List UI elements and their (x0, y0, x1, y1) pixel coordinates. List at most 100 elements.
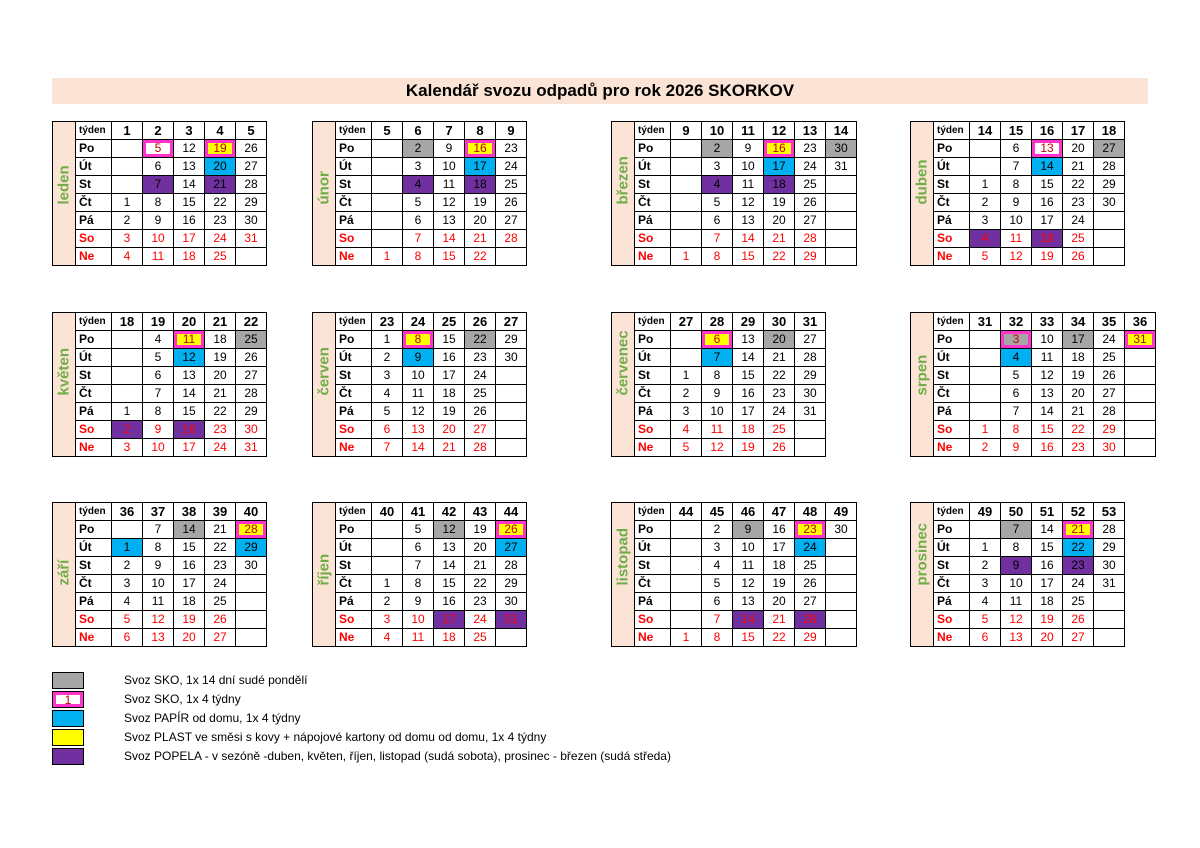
week-number: 52 (1062, 502, 1094, 521)
day-cell: 11 (402, 628, 434, 647)
day-cell (825, 229, 857, 248)
day-cell: 29 (794, 628, 826, 647)
day-cell: 18 (1031, 229, 1063, 248)
day-cell: 14 (1031, 402, 1063, 421)
day-cell: 19 (1031, 610, 1063, 629)
day-cell: 26 (1062, 610, 1094, 629)
day-cell: 14 (732, 348, 764, 367)
day-cell: 25 (235, 330, 267, 349)
month-table: červen týden 23 24 25 26 27 Po 1 8 15 22 29 Út 2 9 16 23 3… (312, 312, 527, 457)
day-cell: 24 (1093, 330, 1125, 349)
month-name: duben (910, 121, 934, 266)
day-cell: 4 (670, 420, 702, 439)
day-cell (825, 211, 857, 230)
day-cell (371, 538, 403, 557)
legend-swatch (52, 710, 84, 727)
week-number: 29 (732, 312, 764, 331)
day-cell: 13 (433, 211, 465, 230)
day-label: týden (933, 121, 970, 140)
day-cell: 6 (402, 211, 434, 230)
day-cell: 11 (732, 556, 764, 575)
day-label: týden (933, 312, 970, 331)
day-label: So (933, 610, 970, 629)
day-cell: 13 (173, 157, 205, 176)
day-cell: 21 (464, 229, 496, 248)
month-name-text: únor (315, 171, 333, 205)
day-cell: 3 (1000, 330, 1032, 349)
week-number: 5 (371, 121, 403, 140)
day-cell: 26 (794, 193, 826, 212)
month-name: srpen (910, 312, 934, 457)
day-cell: 14 (402, 438, 434, 457)
day-cell: 25 (763, 420, 795, 439)
day-cell: 13 (732, 592, 764, 611)
day-label: Pá (634, 211, 671, 230)
day-cell: 7 (701, 229, 733, 248)
day-cell: 14 (1031, 520, 1063, 539)
day-cell: 16 (433, 348, 465, 367)
day-cell: 1 (111, 538, 143, 557)
day-cell: 28 (794, 229, 826, 248)
month-name: leden (52, 121, 76, 266)
day-cell: 24 (204, 438, 236, 457)
day-cell: 9 (1000, 438, 1032, 457)
day-label: Čt (335, 574, 372, 593)
week-number: 18 (1093, 121, 1125, 140)
day-label: Ne (634, 438, 671, 457)
day-cell: 2 (670, 384, 702, 403)
day-label: Út (335, 348, 372, 367)
day-cell: 23 (464, 592, 496, 611)
week-number: 49 (969, 502, 1001, 521)
day-cell (495, 438, 527, 457)
day-cell: 15 (173, 402, 205, 421)
day-cell: 21 (433, 438, 465, 457)
day-cell: 17 (732, 402, 764, 421)
day-cell: 22 (204, 402, 236, 421)
day-cell: 7 (142, 384, 174, 403)
day-cell: 27 (794, 592, 826, 611)
day-cell: 22 (1062, 420, 1094, 439)
day-cell: 10 (142, 574, 174, 593)
day-cell: 20 (763, 330, 795, 349)
day-cell: 30 (235, 211, 267, 230)
day-cell: 12 (402, 402, 434, 421)
day-cell: 1 (111, 193, 143, 212)
week-number: 5 (235, 121, 267, 140)
day-cell: 26 (1062, 247, 1094, 266)
legend-text: Svoz PAPÍR od domu, 1x 4 týdny (124, 711, 301, 725)
day-cell (111, 157, 143, 176)
day-cell: 10 (433, 157, 465, 176)
day-label: Út (933, 348, 970, 367)
day-cell: 22 (464, 247, 496, 266)
day-label: St (933, 175, 970, 194)
day-label: So (634, 610, 671, 629)
day-label: Po (335, 139, 372, 158)
week-number: 45 (701, 502, 733, 521)
week-number: 32 (1000, 312, 1032, 331)
day-cell: 28 (1093, 157, 1125, 176)
legend-text: Svoz POPELA - v sezóně -duben, květen, ř… (124, 749, 671, 763)
day-cell (969, 348, 1001, 367)
day-cell: 27 (495, 211, 527, 230)
day-cell: 12 (142, 610, 174, 629)
day-cell: 11 (402, 384, 434, 403)
day-cell: 22 (464, 574, 496, 593)
week-number: 44 (495, 502, 527, 521)
month-name-text: červen (315, 347, 333, 396)
day-cell: 17 (173, 438, 205, 457)
day-cell: 9 (142, 211, 174, 230)
day-label: týden (335, 502, 372, 521)
day-cell: 5 (701, 574, 733, 593)
day-label: Út (634, 538, 671, 557)
day-cell: 7 (1000, 520, 1032, 539)
day-cell: 30 (794, 384, 826, 403)
day-cell (670, 348, 702, 367)
week-number: 27 (495, 312, 527, 331)
week-number: 12 (763, 121, 795, 140)
day-label: Út (634, 348, 671, 367)
day-cell: 23 (1062, 438, 1094, 457)
day-cell: 18 (173, 247, 205, 266)
day-cell: 11 (173, 330, 205, 349)
day-cell: 14 (173, 384, 205, 403)
day-cell (371, 520, 403, 539)
